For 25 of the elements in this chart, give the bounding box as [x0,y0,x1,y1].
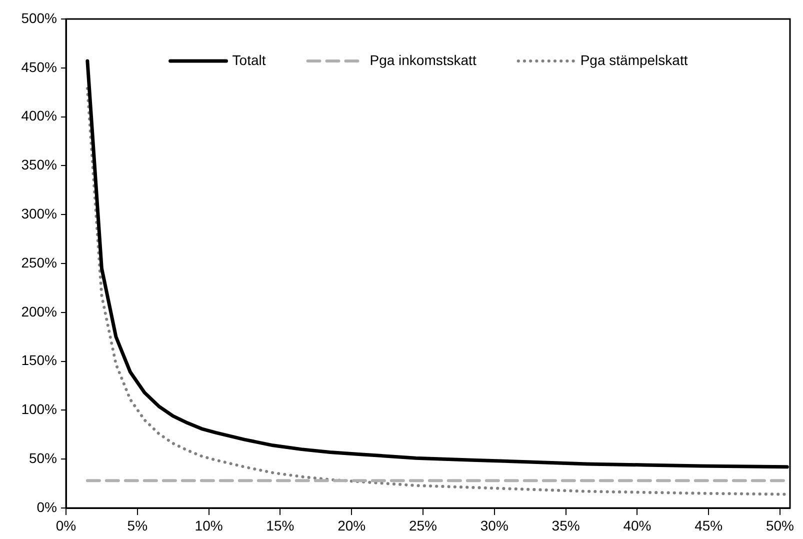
y-tick-label: 150% [21,352,57,368]
x-tick-label: 35% [552,517,580,534]
y-tick-label: 200% [21,303,57,320]
x-tick-label: 45% [694,517,723,534]
x-tick-label: 20% [338,517,366,534]
x-tick-label: 10% [194,517,223,534]
x-tick-label: 30% [480,517,508,534]
y-tick-label: 350% [21,156,57,173]
y-tick-label: 400% [21,108,57,124]
x-tick-label: 0% [56,517,76,534]
legend-label: Pga stämpelskatt [580,52,688,68]
y-tick-label: 300% [21,205,57,222]
y-tick-label: 450% [21,58,57,75]
x-tick-label: 5% [127,517,148,534]
y-tick-label: 500% [21,10,57,26]
y-tick-label: 100% [21,401,57,418]
y-tick-label: 250% [21,254,57,270]
legend-label: Pga inkomstskatt [370,52,476,68]
x-tick-label: 40% [623,517,652,534]
y-tick-label: 50% [28,450,57,466]
x-tick-label: 15% [266,517,294,534]
x-tick-label: 50% [766,517,794,534]
x-tick-label: 25% [408,517,438,534]
legend-label: Totalt [232,52,266,68]
y-tick-label: 0% [36,498,57,515]
